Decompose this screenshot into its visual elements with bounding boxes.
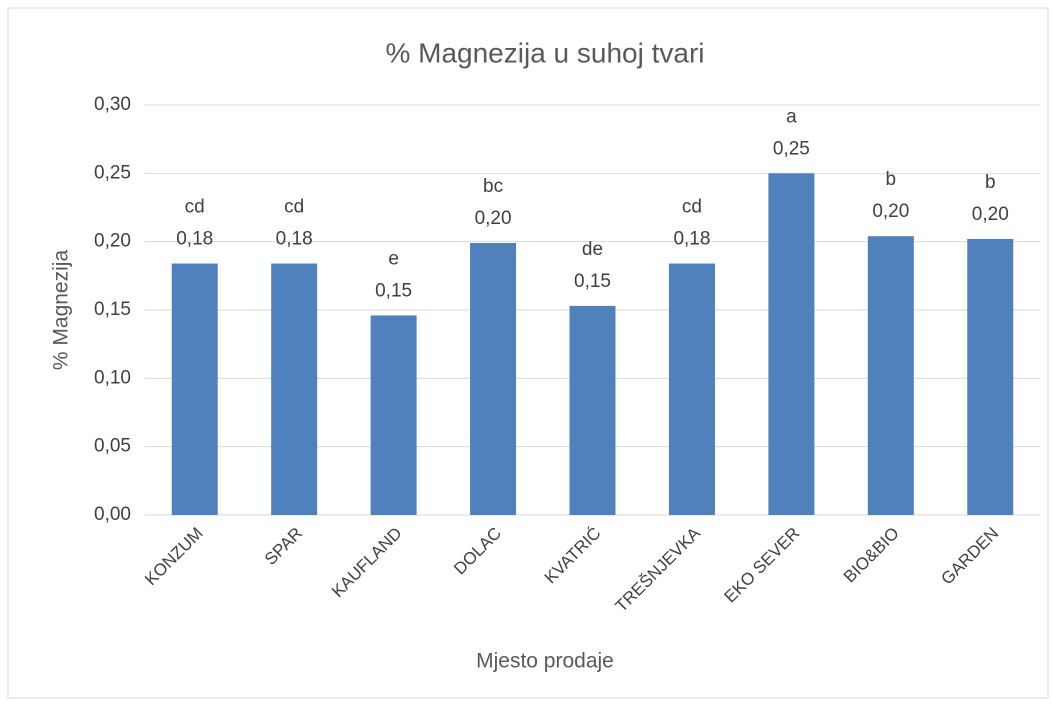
bar (370, 315, 417, 515)
y-axis-title: % Magnezija (50, 250, 73, 371)
value-label: 0,20 (872, 201, 909, 222)
annotation: b (886, 169, 897, 190)
value-label: 0,20 (972, 204, 1009, 225)
value-label: 0,15 (574, 271, 611, 292)
x-axis-title: Mjesto prodaje (476, 650, 614, 673)
y-tick-label: 0,05 (94, 436, 131, 457)
annotation: cd (682, 197, 702, 218)
value-label: 0,18 (673, 229, 710, 250)
y-tick-label: 0,30 (94, 94, 131, 115)
value-label: 0,25 (773, 138, 810, 159)
annotation: cd (284, 197, 304, 218)
annotation: bc (483, 176, 503, 197)
bar (668, 263, 715, 515)
bar (768, 173, 815, 516)
y-tick-label: 0,00 (94, 504, 131, 525)
value-label: 0,18 (276, 229, 313, 250)
y-tick-label: 0,10 (94, 367, 131, 388)
bar (967, 238, 1014, 515)
bar (569, 305, 616, 515)
annotation: b (985, 172, 996, 193)
annotation: a (786, 106, 797, 127)
bar (867, 236, 914, 515)
value-label: 0,18 (176, 229, 213, 250)
value-label: 0,15 (375, 280, 412, 301)
y-tick-label: 0,20 (94, 231, 131, 252)
chart-title: % Magnezija u suhoj tvari (385, 37, 704, 68)
annotation: de (582, 239, 603, 260)
value-label: 0,20 (475, 208, 512, 229)
annotation: e (388, 248, 399, 269)
bar (171, 263, 218, 515)
annotation: cd (185, 197, 205, 218)
bar (271, 263, 318, 515)
bar (470, 243, 517, 516)
y-tick-label: 0,25 (94, 162, 131, 183)
y-tick-label: 0,15 (94, 299, 131, 320)
